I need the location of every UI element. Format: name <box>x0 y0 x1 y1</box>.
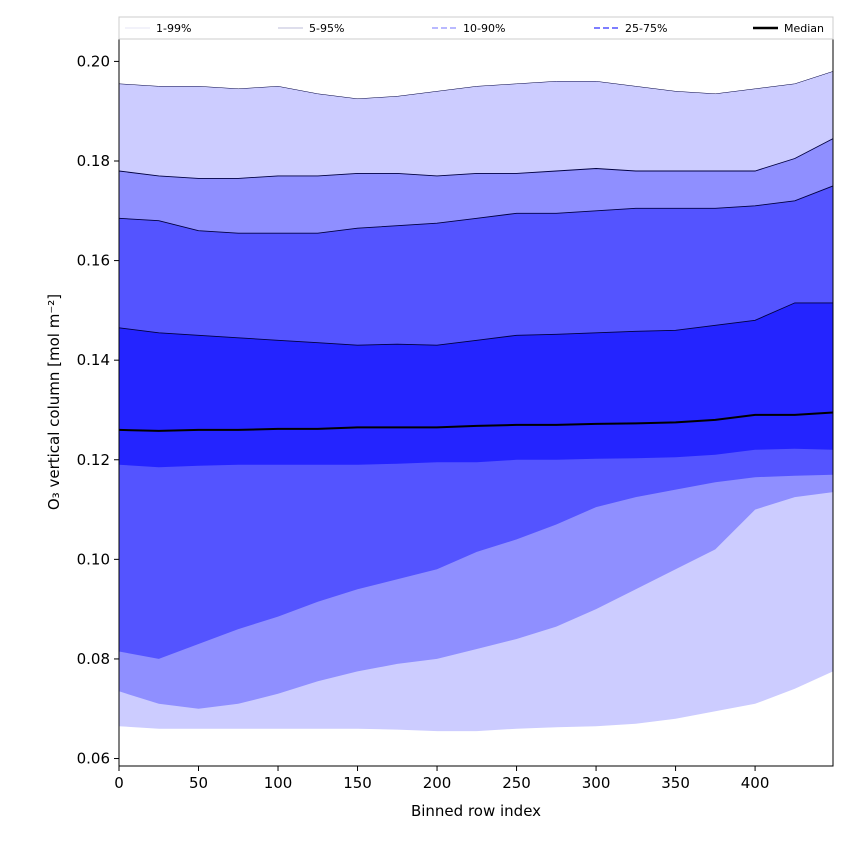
legend-label: 1-99% <box>156 22 191 35</box>
x-tick-label: 250 <box>502 774 531 792</box>
x-tick-label: 50 <box>189 774 208 792</box>
y-tick-label: 0.08 <box>77 650 110 668</box>
band-25-75-area <box>119 302 833 468</box>
x-axis-label: Binned row index <box>411 802 541 820</box>
band-25-75-upper-edge <box>118 302 833 346</box>
y-tick-label: 0.10 <box>77 550 110 568</box>
band-5-95-upper-edge <box>118 138 834 179</box>
axes: 0 50 100 150 200 250 300 350 400 0.06 0.08 0.10 0.12… <box>77 38 834 792</box>
x-tick-label: 100 <box>264 774 293 792</box>
legend-box <box>118 16 834 40</box>
x-tick-label: 300 <box>582 774 611 792</box>
legend-label: 10-90% <box>463 22 505 35</box>
y-tick-label: 0.18 <box>77 152 110 170</box>
y-tick-label: 0.14 <box>77 351 110 369</box>
band-10-90-upper-edge <box>118 185 834 234</box>
y-axis-label: O₃ vertical column [mol m⁻²] <box>45 294 63 510</box>
x-tick-label: 150 <box>343 774 372 792</box>
y-tick-label: 0.06 <box>77 750 110 768</box>
legend-label: Median <box>784 22 824 35</box>
median-line <box>118 411 834 432</box>
x-tick-label: 350 <box>661 774 690 792</box>
y-tick-label: 0.20 <box>77 52 110 70</box>
percentile-bands <box>118 71 834 732</box>
x-tick-label: 200 <box>423 774 452 792</box>
band-1-99-upper-edge <box>118 71 834 100</box>
legend-label: 5-95% <box>309 22 344 35</box>
x-tick-label: 0 <box>114 774 124 792</box>
median-layer <box>118 411 834 432</box>
legend-label: 25-75% <box>625 22 667 35</box>
y-tick-label: 0.12 <box>77 451 110 469</box>
x-tick-label: 400 <box>741 774 770 792</box>
y-tick-label: 0.16 <box>77 252 110 270</box>
legend: 1-99% 5-95% 10-90% 25-75% Median <box>118 16 834 40</box>
